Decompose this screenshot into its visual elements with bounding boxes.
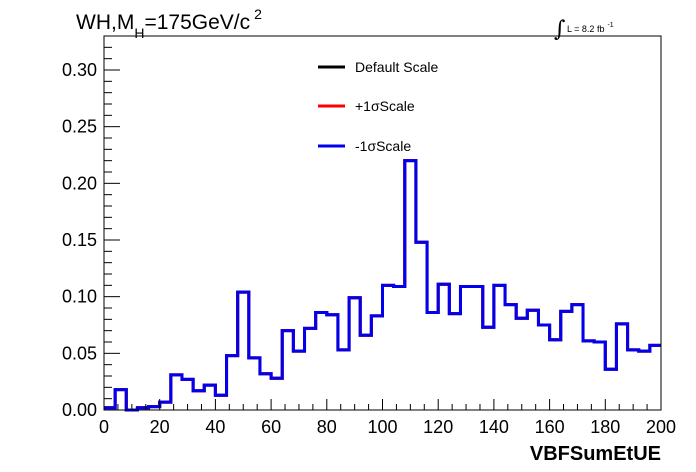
- lumi-value: L = 8.2 fb: [567, 24, 604, 34]
- y-tick-label: 0.10: [62, 287, 97, 307]
- lumi-superscript: -1: [607, 22, 613, 29]
- legend-label: -1σScale: [355, 138, 411, 154]
- x-tick-label: 0: [99, 417, 109, 437]
- chart-title: WH,MH=175GeV/c 2: [76, 6, 262, 41]
- legend-label: Default Scale: [355, 59, 438, 75]
- x-axis: 0 20 40 60 80 100 120 140 160 180 200: [99, 399, 676, 437]
- x-tick-label: 120: [423, 417, 453, 437]
- x-tick-label: 60: [261, 417, 281, 437]
- x-tick-label: 20: [150, 417, 170, 437]
- series-layer: [104, 159, 661, 412]
- series-line-3: [104, 159, 661, 412]
- legend: Default Scale +1σScale -1σScale: [318, 59, 438, 154]
- x-axis-label: VBFSumEtUE: [530, 443, 661, 465]
- y-tick-label: 0.25: [62, 117, 97, 137]
- x-tick-label: 40: [205, 417, 225, 437]
- title-rest: =175GeV/c: [144, 11, 250, 34]
- integral-sign-icon: ∫: [554, 17, 566, 42]
- y-tick-label: 0.05: [62, 343, 97, 363]
- luminosity-label: ∫ L = 8.2 fb -1: [554, 17, 614, 42]
- x-tick-label: 100: [367, 417, 397, 437]
- y-tick-label: 0.00: [62, 400, 97, 420]
- y-tick-label: 0.30: [62, 60, 97, 80]
- x-tick-label: 140: [479, 417, 509, 437]
- x-tick-label: 180: [590, 417, 620, 437]
- x-tick-label: 160: [535, 417, 565, 437]
- x-tick-label: 200: [646, 417, 676, 437]
- title-superscript: 2: [254, 6, 262, 22]
- title-main: WH,M: [76, 11, 134, 34]
- title-subscript: H: [134, 25, 144, 41]
- y-axis: 0.00 0.05 0.10 0.15 0.20 0.25 0.30: [62, 35, 120, 420]
- y-tick-label: 0.20: [62, 173, 97, 193]
- lumi-text: L = 8.2 fb -1: [567, 22, 614, 34]
- y-tick-label: 0.15: [62, 230, 97, 250]
- legend-label: +1σScale: [355, 98, 415, 114]
- x-tick-label: 80: [317, 417, 337, 437]
